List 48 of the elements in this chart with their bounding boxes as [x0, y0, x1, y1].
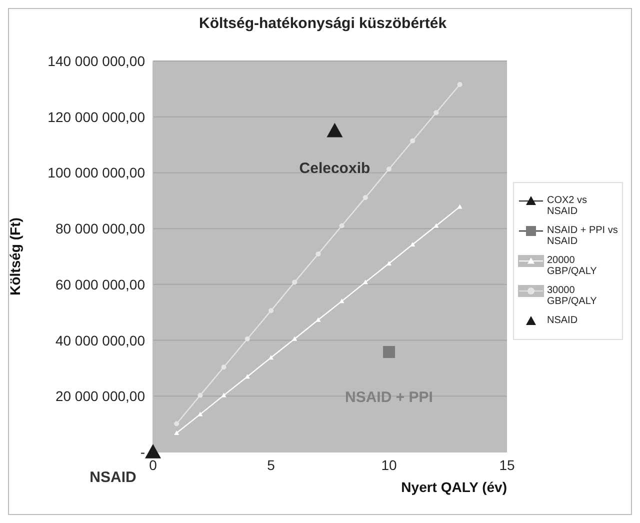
point: [457, 204, 462, 209]
point: [339, 223, 344, 228]
annotation: Celecoxib: [299, 160, 370, 177]
x-tick-label: 10: [381, 456, 397, 473]
legend-label: NSAID + PPI vs NSAID: [547, 224, 618, 246]
annotation: NSAID: [90, 469, 136, 486]
legend-label: 20000 GBP/QALY: [547, 254, 598, 276]
point: [292, 336, 298, 341]
point: [386, 260, 392, 266]
point: [268, 355, 274, 360]
point: [198, 392, 203, 398]
point: [383, 346, 395, 358]
point: [174, 421, 180, 426]
point: [174, 430, 180, 436]
point: [410, 242, 416, 246]
point: [268, 308, 274, 314]
point: [244, 336, 250, 342]
x-axis-title: Nyert QALY (év): [401, 479, 507, 495]
y-tick-label: 100 000 000,00: [48, 164, 146, 181]
point: [221, 392, 226, 398]
point: [326, 122, 343, 138]
x-tick-label: 0: [149, 456, 158, 473]
point: [434, 110, 439, 116]
point: [362, 195, 368, 200]
y-tick-label: 40 000 000,00: [55, 332, 146, 348]
point: [410, 138, 416, 144]
y-tick-label: 120 000 000,00: [48, 108, 146, 125]
legend-label: COX2 vs NSAID: [547, 194, 588, 216]
point: [457, 82, 462, 87]
point: [316, 251, 321, 256]
y-tick-label: 80 000 000,00: [55, 220, 146, 237]
point: [221, 364, 226, 370]
point: [292, 280, 298, 285]
y-axis-title: Költség (Ft): [6, 218, 23, 296]
point: [198, 412, 203, 416]
legend-label: 30000 GBP/QALY: [547, 284, 598, 306]
x-tick-label: 5: [267, 456, 276, 473]
y-tick-label: 60 000 000,00: [55, 276, 146, 292]
point: [316, 317, 321, 322]
x-tick-label: 15: [499, 456, 515, 473]
point: [145, 444, 161, 458]
legend-label: NSAID: [547, 314, 578, 326]
annotation: NSAID + PPI: [345, 389, 433, 406]
y-tick-label: 20 000 000,00: [55, 388, 146, 404]
point: [386, 166, 392, 172]
y-tick-label: -: [140, 444, 146, 460]
chart-title: Költség-hatékonysági küszöbérték: [199, 15, 447, 32]
y-tick-label: 140 000 000,00: [48, 52, 146, 69]
